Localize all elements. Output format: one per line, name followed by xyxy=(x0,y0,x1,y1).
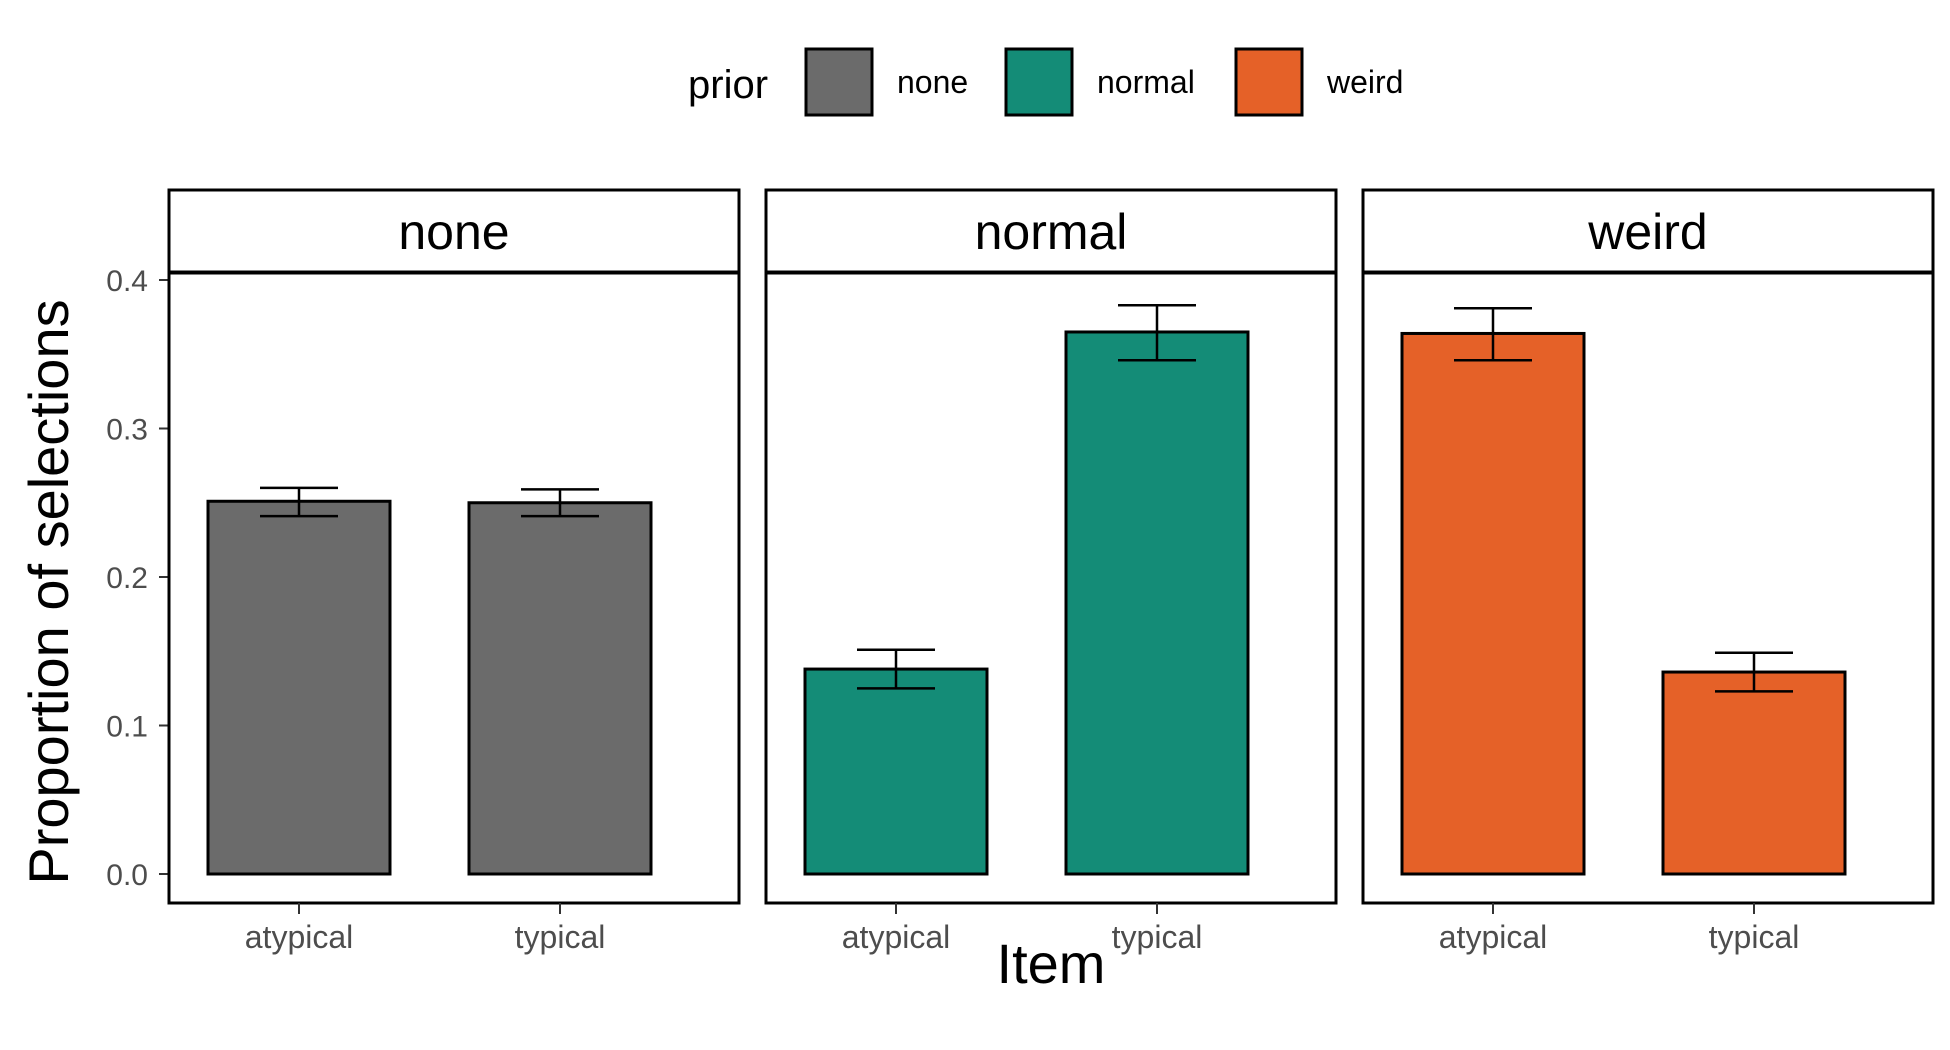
legend-swatch-normal xyxy=(1004,47,1074,117)
legend-entry-none: none xyxy=(804,47,968,117)
x-tick-label-none-typical: typical xyxy=(515,919,606,955)
legend-swatch-none xyxy=(804,47,874,117)
legend-entry-weird: weird xyxy=(1234,47,1403,117)
legend-title: prior xyxy=(688,63,768,107)
y-tick-2: 0.2 xyxy=(106,562,169,595)
y-tick-label-3: 0.3 xyxy=(106,414,148,447)
y-tick-label-1: 0.1 xyxy=(106,711,148,744)
bar-weird-typical xyxy=(1661,670,1847,876)
errorbar-none-atypical xyxy=(260,486,338,518)
y-axis-title: Proportion of selections xyxy=(17,299,80,884)
legend: prior none normal weird xyxy=(688,47,1403,117)
legend-label-none: none xyxy=(897,64,968,100)
errorbar-none-typical xyxy=(521,488,599,518)
bar-normal-atypical xyxy=(803,667,989,876)
facet-panels: none atypical typical normal atypical ty… xyxy=(167,188,1935,955)
facet-title-weird: weird xyxy=(1587,204,1707,260)
bar-normal-typical xyxy=(1064,330,1250,876)
y-tick-label-4: 0.4 xyxy=(106,265,148,298)
facet-none: none atypical typical xyxy=(167,188,741,955)
errorbar-weird-atypical xyxy=(1454,306,1532,362)
legend-swatch-weird xyxy=(1234,47,1304,117)
legend-label-normal: normal xyxy=(1097,64,1195,100)
errorbar-normal-atypical xyxy=(857,648,935,690)
bar-none-typical xyxy=(467,501,653,876)
legend-label-weird: weird xyxy=(1326,64,1403,100)
x-tick-label-none-atypical: atypical xyxy=(245,919,354,955)
y-tick-0: 0.0 xyxy=(106,859,169,892)
errorbar-weird-typical xyxy=(1715,651,1793,693)
facet-normal: normal atypical typical xyxy=(764,188,1338,955)
legend-entry-normal: normal xyxy=(1004,47,1195,117)
x-tick-label-normal-atypical: atypical xyxy=(842,919,951,955)
y-tick-label-2: 0.2 xyxy=(106,562,148,595)
facet-title-normal: normal xyxy=(975,204,1128,260)
y-tick-4: 0.4 xyxy=(106,265,169,298)
x-tick-label-weird-typical: typical xyxy=(1709,919,1800,955)
facet-title-none: none xyxy=(398,204,509,260)
bar-none-atypical xyxy=(206,499,392,876)
facet-strip-normal xyxy=(764,188,1338,274)
errorbar-normal-typical xyxy=(1118,303,1196,362)
x-tick-label-normal-typical: typical xyxy=(1112,919,1203,955)
y-tick-label-0: 0.0 xyxy=(106,859,148,892)
y-axis: 0.0 0.1 0.2 0.3 0.4 Proportion of select… xyxy=(17,265,171,903)
facet-strip-weird xyxy=(1361,188,1935,274)
x-tick-label-weird-atypical: atypical xyxy=(1439,919,1548,955)
y-ticks: 0.0 0.1 0.2 0.3 0.4 xyxy=(106,265,169,892)
y-tick-1: 0.1 xyxy=(106,711,169,744)
bar-weird-atypical xyxy=(1400,331,1586,876)
x-axis-title: Item xyxy=(997,932,1106,995)
facet-weird: weird atypical typical xyxy=(1361,188,1935,955)
y-tick-3: 0.3 xyxy=(106,414,169,447)
